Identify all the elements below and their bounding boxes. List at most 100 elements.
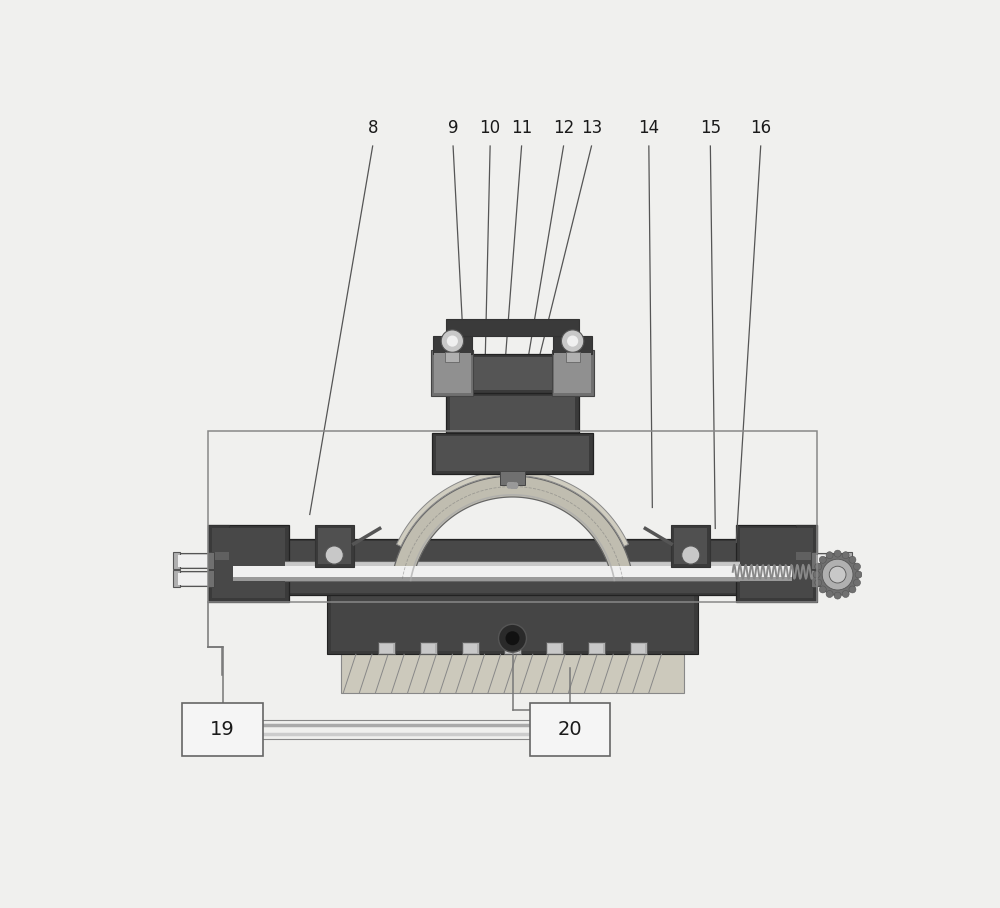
- Circle shape: [325, 546, 343, 564]
- Circle shape: [441, 330, 464, 352]
- Polygon shape: [397, 470, 628, 547]
- Bar: [504, 642, 521, 655]
- Polygon shape: [392, 476, 633, 581]
- Bar: [378, 642, 395, 655]
- Bar: [816, 555, 845, 567]
- Text: 11: 11: [511, 119, 532, 137]
- Circle shape: [819, 586, 826, 593]
- Bar: [552, 350, 594, 396]
- Bar: [554, 353, 591, 393]
- Bar: [845, 552, 852, 569]
- Bar: [208, 551, 229, 560]
- Bar: [173, 570, 180, 587]
- Bar: [173, 552, 180, 569]
- Bar: [462, 642, 479, 655]
- Bar: [816, 573, 845, 585]
- Circle shape: [855, 571, 862, 578]
- Bar: [331, 577, 694, 651]
- Text: 12: 12: [553, 119, 574, 137]
- Circle shape: [834, 592, 841, 599]
- Bar: [233, 577, 792, 581]
- Bar: [178, 573, 208, 585]
- Bar: [811, 570, 817, 587]
- Bar: [177, 553, 210, 568]
- Bar: [177, 571, 210, 587]
- Text: 20: 20: [558, 720, 582, 739]
- Circle shape: [849, 557, 856, 563]
- Bar: [446, 393, 579, 433]
- Circle shape: [822, 559, 853, 590]
- Bar: [208, 525, 229, 557]
- Circle shape: [853, 563, 860, 570]
- Bar: [331, 574, 694, 591]
- Bar: [796, 551, 817, 560]
- Bar: [233, 561, 792, 581]
- Bar: [182, 703, 263, 755]
- Circle shape: [842, 552, 849, 558]
- Bar: [740, 528, 813, 598]
- Bar: [327, 574, 698, 655]
- Bar: [422, 644, 435, 653]
- Bar: [178, 555, 208, 567]
- Bar: [238, 541, 787, 593]
- Bar: [315, 525, 354, 567]
- Bar: [432, 433, 593, 474]
- Bar: [811, 552, 817, 569]
- Bar: [457, 354, 568, 393]
- Bar: [233, 567, 792, 578]
- Bar: [236, 539, 789, 595]
- Bar: [845, 570, 852, 587]
- Circle shape: [815, 563, 822, 570]
- Circle shape: [447, 335, 458, 347]
- Circle shape: [834, 550, 841, 558]
- Circle shape: [853, 579, 860, 587]
- Circle shape: [682, 546, 700, 564]
- Circle shape: [815, 579, 822, 587]
- Bar: [431, 350, 473, 396]
- Bar: [380, 644, 393, 653]
- Bar: [815, 571, 848, 587]
- Bar: [208, 525, 289, 602]
- Bar: [433, 336, 472, 353]
- Circle shape: [826, 590, 833, 597]
- Bar: [588, 642, 605, 655]
- Text: 19: 19: [210, 720, 235, 739]
- Bar: [530, 703, 610, 755]
- Circle shape: [826, 552, 833, 558]
- Bar: [548, 644, 561, 653]
- Bar: [420, 642, 437, 655]
- Bar: [446, 319, 579, 336]
- Text: 16: 16: [750, 119, 771, 137]
- Bar: [208, 430, 817, 602]
- Bar: [445, 351, 459, 362]
- Bar: [464, 644, 477, 653]
- Circle shape: [819, 557, 826, 563]
- Circle shape: [817, 554, 859, 596]
- Bar: [208, 570, 214, 587]
- Bar: [436, 436, 589, 471]
- Text: 8: 8: [367, 119, 378, 137]
- Text: 13: 13: [581, 119, 602, 137]
- Bar: [671, 525, 710, 567]
- Bar: [796, 525, 817, 557]
- Bar: [632, 644, 645, 653]
- Circle shape: [567, 335, 578, 347]
- Bar: [460, 357, 565, 390]
- Bar: [590, 644, 603, 653]
- Bar: [566, 351, 580, 362]
- Bar: [318, 528, 351, 564]
- Text: 9: 9: [448, 119, 458, 137]
- Bar: [553, 336, 592, 353]
- Bar: [212, 528, 285, 598]
- Bar: [546, 642, 563, 655]
- Bar: [736, 525, 817, 602]
- Bar: [506, 644, 519, 653]
- Circle shape: [829, 567, 846, 583]
- Circle shape: [813, 571, 820, 578]
- Bar: [341, 655, 684, 693]
- Circle shape: [561, 330, 584, 352]
- Circle shape: [849, 586, 856, 593]
- Text: 10: 10: [480, 119, 501, 137]
- Bar: [500, 471, 525, 485]
- Bar: [208, 552, 214, 569]
